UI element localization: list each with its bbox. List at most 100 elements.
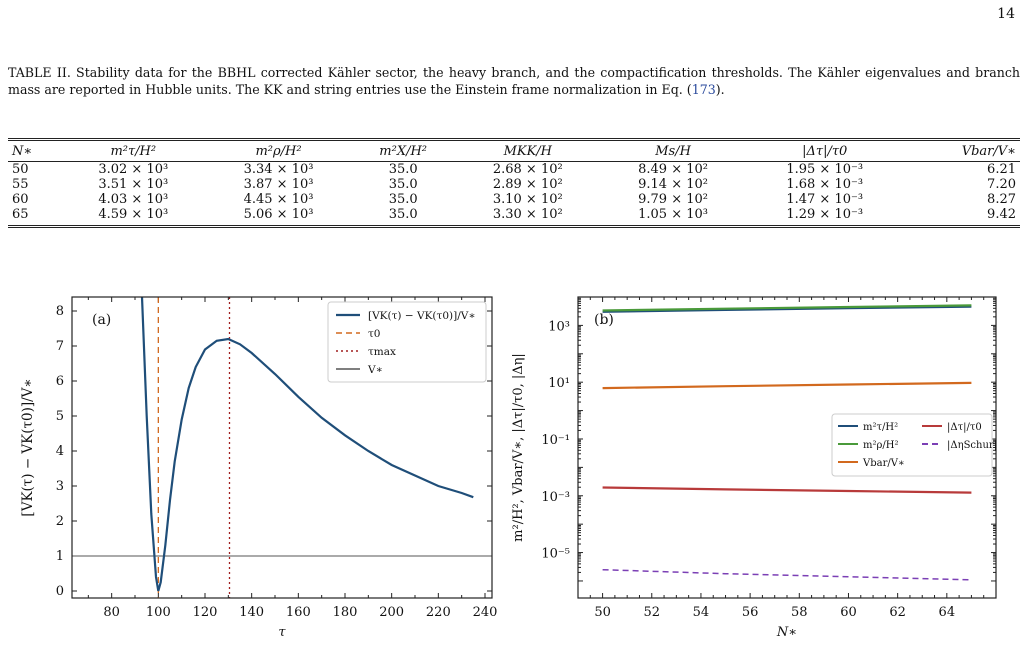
table-cell: 7.20 xyxy=(987,177,1016,192)
stability-table: N∗ m²τ/H² m²ρ/H² m²X/H² MKK/H Ms/H |Δτ|/… xyxy=(8,138,1020,228)
legend-b-label: m²τ/H² xyxy=(863,422,898,433)
table-cell: 2.89 × 10² xyxy=(492,177,563,192)
y-tick-label-b: 10⁻³ xyxy=(541,490,570,505)
table-row: 55 3.51 × 10³ 3.87 × 10³ 35.0 2.89 × 10²… xyxy=(8,177,1020,192)
x-tick-label-b: 58 xyxy=(791,605,808,620)
table-cell: 55 xyxy=(12,177,29,192)
legend-b xyxy=(831,413,993,477)
table-cell: 65 xyxy=(8,207,61,228)
table-cell: 35.0 xyxy=(388,192,418,207)
table-cell: 3.87 × 10³ xyxy=(243,177,314,192)
y-tick-label-b: 10¹ xyxy=(548,376,570,391)
y-tick-label-a: 4 xyxy=(56,444,64,459)
legend-a-label: τmax xyxy=(368,346,396,358)
table-cell: 60 xyxy=(12,192,29,207)
plot-b-frame xyxy=(577,296,997,599)
series-line-b xyxy=(602,305,972,313)
table-cell: 1.95 × 10⁻³ xyxy=(786,162,864,177)
table-cell: 3.51 × 10³ xyxy=(98,177,169,192)
panel-label-b: (b) xyxy=(594,312,614,328)
x-tick-label-b: 62 xyxy=(889,605,906,620)
table-cell: 1.47 × 10⁻³ xyxy=(786,192,864,207)
table-header-cell: N∗ xyxy=(8,138,61,162)
x-tick-label-b: 50 xyxy=(594,605,611,620)
page-number: 14 xyxy=(997,6,1015,22)
table-header-cell: Ms/H xyxy=(600,138,746,162)
table-header-cell: Vbar/V∗ xyxy=(903,138,1020,162)
series-line-b xyxy=(602,486,972,494)
table-cell: 50 xyxy=(12,162,29,177)
y-tick-label-b: 10⁻¹ xyxy=(541,433,570,448)
y-tick-label-a: 8 xyxy=(56,304,64,319)
legend-a-label: [VK(τ) − VK(τ0)]/V∗ xyxy=(368,310,475,322)
x-tick-label-a: 180 xyxy=(333,605,358,620)
table-row: 65 4.59 × 10³ 5.06 × 10³ 35.0 3.30 × 10²… xyxy=(8,207,1020,228)
x-tick-label-a: 100 xyxy=(146,605,171,620)
table-cell: 3.02 × 10³ xyxy=(98,162,169,177)
table-header-cell: m²τ/H² xyxy=(60,138,206,162)
potential-curve xyxy=(140,297,474,592)
table-cell: 35.0 xyxy=(351,207,456,228)
table-cell: 9.79 × 10² xyxy=(638,192,708,207)
x-tick-label-b: 56 xyxy=(742,605,759,620)
legend-b-label: Vbar/V∗ xyxy=(862,458,905,469)
y-tick-label-a: 6 xyxy=(56,374,64,389)
table-cell: 6.21 xyxy=(987,162,1016,177)
table-cell: 35.0 xyxy=(388,177,418,192)
table-cell: 5.06 × 10³ xyxy=(205,207,352,228)
x-tick-label-a: 240 xyxy=(473,605,498,620)
table-cell: 3.34 × 10³ xyxy=(243,162,314,177)
caption-tail: ). xyxy=(715,82,725,97)
table-header-cell: m²X/H² xyxy=(351,138,456,162)
table-header-cell: |Δτ|/τ0 xyxy=(745,138,904,162)
table-cell: 3.10 × 10² xyxy=(492,192,563,207)
table-cell: 9.14 × 10² xyxy=(638,177,708,192)
table-row: 60 4.03 × 10³ 4.45 × 10³ 35.0 3.10 × 10²… xyxy=(8,192,1020,207)
table-cell: 1.05 × 10³ xyxy=(600,207,746,228)
table-cell: 1.68 × 10⁻³ xyxy=(786,177,864,192)
equation-reference-link[interactable]: 173 xyxy=(691,82,716,97)
table-row: 50 3.02 × 10³ 3.34 × 10³ 35.0 2.68 × 10²… xyxy=(8,162,1020,177)
table-cell: 9.42 xyxy=(903,207,1020,228)
y-tick-label-a: 0 xyxy=(56,584,64,599)
x-tick-label-b: 52 xyxy=(643,605,660,620)
legend-a xyxy=(327,301,487,383)
caption-text: TABLE II. Stability data for the BBHL co… xyxy=(8,65,1020,97)
x-tick-label-a: 200 xyxy=(379,605,404,620)
series-line-b xyxy=(602,381,972,390)
table-header-row: N∗ m²τ/H² m²ρ/H² m²X/H² MKK/H Ms/H |Δτ|/… xyxy=(8,138,1020,162)
y-tick-label-a: 3 xyxy=(56,479,64,494)
table-header-cell: MKK/H xyxy=(455,138,601,162)
x-tick-label-b: 60 xyxy=(840,605,857,620)
y-axis-label-a: [VK(τ) − VK(τ0)]/V∗ xyxy=(20,378,36,516)
y-tick-label-b: 10⁻⁵ xyxy=(541,547,570,562)
x-axis-label-b: N∗ xyxy=(776,625,797,640)
x-tick-label-b: 54 xyxy=(693,605,710,620)
legend-a-label: V∗ xyxy=(367,364,383,376)
legend-b-label: |Δτ|/τ0 xyxy=(947,422,982,433)
plot-a-frame xyxy=(71,296,493,599)
legend-b-label: m²ρ/H² xyxy=(863,440,898,451)
x-tick-label-a: 160 xyxy=(286,605,311,620)
x-tick-label-a: 120 xyxy=(193,605,218,620)
table-cell: 4.59 × 10³ xyxy=(60,207,206,228)
table-cell: 4.45 × 10³ xyxy=(243,192,314,207)
series-line-b xyxy=(602,568,972,581)
y-tick-label-a: 1 xyxy=(56,549,64,564)
x-axis-label-a: τ xyxy=(278,625,286,640)
table-cell: 8.27 xyxy=(987,192,1016,207)
y-tick-label-a: 5 xyxy=(56,409,64,424)
x-tick-label-a: 80 xyxy=(103,605,120,620)
series-line-b xyxy=(602,304,972,312)
table-cell: 1.29 × 10⁻³ xyxy=(745,207,904,228)
table-cell: 35.0 xyxy=(388,162,418,177)
table-header-cell: m²ρ/H² xyxy=(205,138,352,162)
legend-a-label: τ0 xyxy=(368,328,381,340)
y-tick-label-a: 7 xyxy=(56,339,64,354)
y-axis-label-b: m²/H², Vbar/V∗, |Δτ|/τ0, |Δη| xyxy=(511,353,526,542)
x-tick-label-a: 140 xyxy=(239,605,264,620)
table-cell: 2.68 × 10² xyxy=(492,162,563,177)
panel-label-a: (a) xyxy=(92,312,111,328)
table-cell: 4.03 × 10³ xyxy=(98,192,169,207)
x-tick-label-a: 220 xyxy=(426,605,451,620)
